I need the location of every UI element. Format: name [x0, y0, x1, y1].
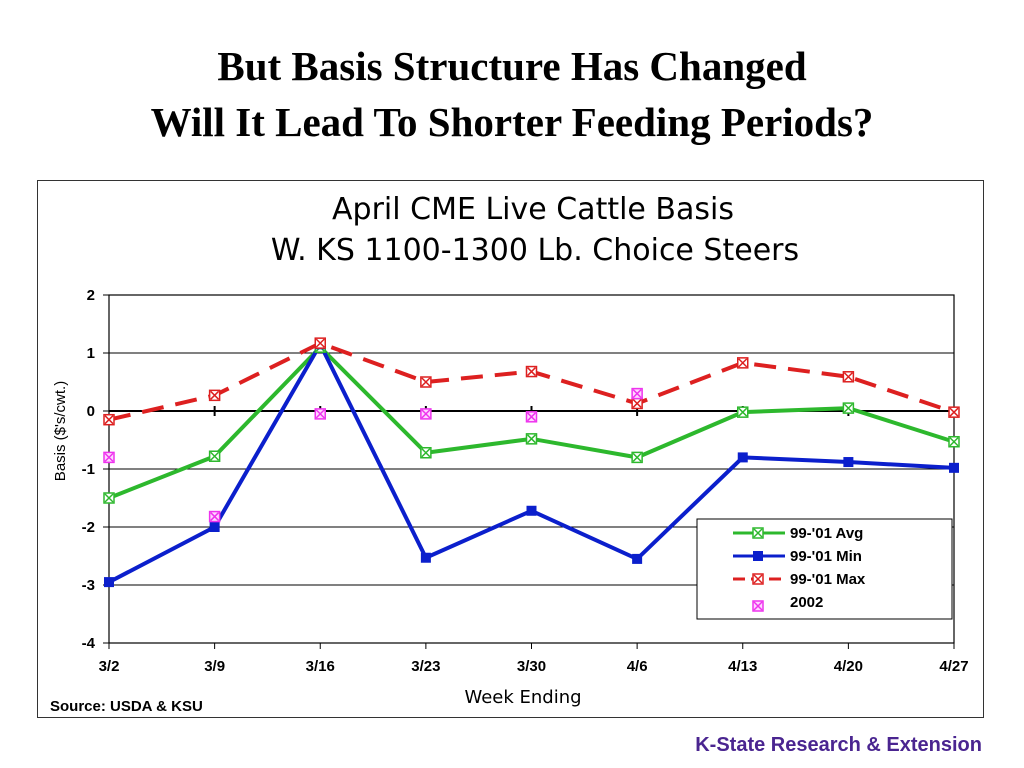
x-tick-label: 3/23 — [411, 658, 440, 675]
data-point-avg-cross — [210, 451, 220, 461]
data-point-max-cross — [421, 377, 431, 387]
plot-area: 2 1 0 -1 -2 -3 -43/2 3/9 3/16 3/23 3/30 4/6 4/13 4/20… — [82, 287, 969, 675]
data-point-min — [526, 505, 537, 516]
chart-subtitle: W. KS 1100-1300 Lb. Choice Steers — [271, 233, 799, 268]
data-point-max-cross — [738, 358, 748, 368]
legend-marker-avg-cross — [753, 528, 763, 538]
x-tick-label: 4/27 — [939, 658, 968, 675]
slide-title-line-1: But Basis Structure Has Changed — [217, 43, 807, 89]
y-tick-label: -3 — [82, 577, 95, 594]
legend-box — [696, 518, 953, 620]
data-point-2002-cross — [421, 409, 431, 419]
legend: 99-'01 Avg 99-'01 Min 99-'01 Max 2002 — [696, 518, 953, 620]
x-tick-label: 4/20 — [834, 658, 863, 675]
data-point-avg-cross — [421, 448, 431, 458]
x-tick-label: 4/6 — [627, 658, 648, 675]
data-point-max-cross — [526, 367, 537, 377]
data-point-min — [632, 553, 643, 564]
data-point-avg-cross — [632, 452, 642, 462]
data-point-avg-cross — [104, 493, 114, 503]
y-tick-label: -2 — [82, 519, 95, 536]
data-point-max-cross — [632, 398, 642, 408]
y-tick-label: -4 — [82, 635, 96, 652]
data-point-avg-cross — [843, 403, 853, 413]
x-axis-label: Week Ending — [464, 687, 581, 708]
legend-label-min: 99-'01 Min — [790, 548, 862, 565]
data-point-max-cross — [843, 372, 853, 382]
data-point-max-cross — [210, 390, 220, 400]
data-point-2002-cross — [315, 409, 325, 419]
data-point-max-cross — [315, 338, 325, 348]
slide-title-line-2: Will It Lead To Shorter Feeding Periods? — [150, 99, 874, 145]
data-point-2002-cross — [104, 452, 114, 462]
data-point-min — [737, 452, 748, 463]
data-point-2002-cross — [632, 389, 642, 399]
chart-frame: April CME Live Cattle Basis W. KS 1100-1… — [37, 180, 984, 718]
footer-credit: K-State Research & Extension — [695, 734, 982, 756]
y-axis-label: Basis ($'s/cwt.) — [52, 381, 69, 481]
legend-marker-min — [753, 551, 763, 561]
y-tick-label: 1 — [87, 345, 95, 362]
data-point-min — [420, 552, 431, 563]
x-tick-label: 3/30 — [517, 658, 546, 675]
data-point-avg-cross — [949, 437, 959, 447]
data-point-2002-cross — [526, 412, 537, 422]
data-point-max-cross — [949, 407, 959, 417]
data-point-2002-cross — [210, 512, 220, 522]
data-point-avg-cross — [738, 407, 748, 417]
data-point-avg-cross — [526, 434, 537, 444]
y-tick-label: -1 — [82, 461, 95, 478]
data-point-max-cross — [104, 415, 114, 425]
source-note: Source: USDA & KSU — [50, 698, 203, 715]
x-tick-label: 3/2 — [99, 658, 120, 675]
chart-title: April CME Live Cattle Basis — [332, 192, 734, 227]
basis-line-chart: April CME Live Cattle Basis W. KS 1100-1… — [50, 192, 969, 715]
legend-label-2002: 2002 — [790, 594, 823, 611]
x-tick-label: 3/16 — [306, 658, 335, 675]
legend-label-avg: 99-'01 Avg — [790, 525, 863, 542]
data-point-min — [949, 462, 959, 473]
data-point-min — [209, 522, 220, 532]
y-tick-label: 0 — [87, 403, 95, 420]
x-tick-label: 3/9 — [204, 658, 225, 675]
data-point-min — [104, 577, 114, 588]
legend-label-max: 99-'01 Max — [790, 571, 866, 588]
legend-marker-2002-cross — [753, 601, 763, 611]
y-tick-label: 2 — [87, 287, 95, 304]
legend-marker-max-cross — [753, 574, 763, 584]
data-point-min — [843, 457, 854, 468]
x-tick-label: 4/13 — [728, 658, 757, 675]
slide-title: But Basis Structure Has Changed Will It … — [0, 38, 1024, 150]
